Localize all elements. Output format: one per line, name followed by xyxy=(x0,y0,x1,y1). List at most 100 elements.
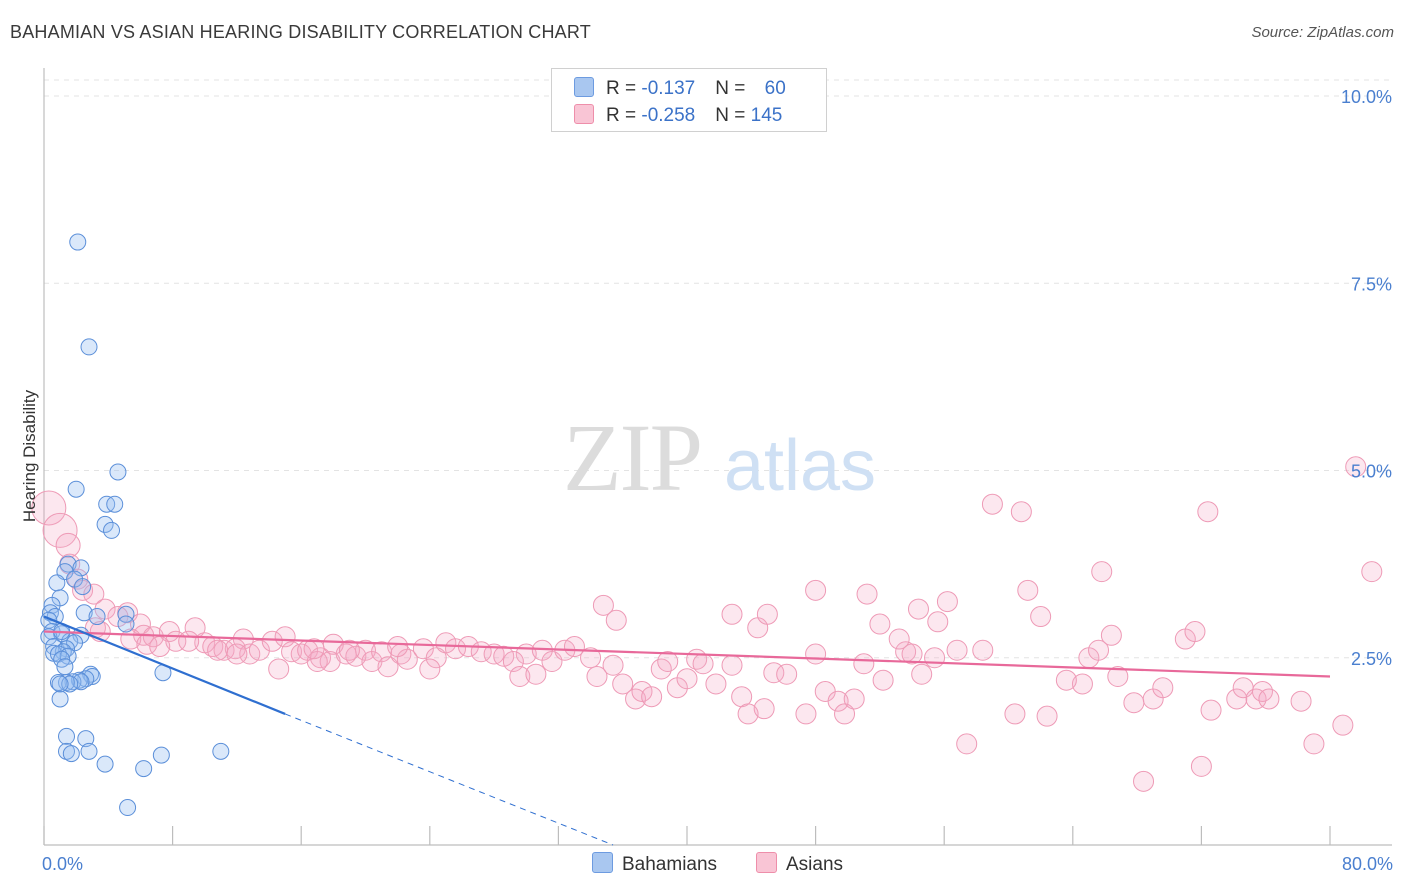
asians-trend-line xyxy=(43,630,1331,678)
asian-point xyxy=(1010,501,1032,523)
bottom-legend-bahamians: Bahamians xyxy=(592,852,717,876)
bahamian-point xyxy=(72,673,90,691)
asian-point xyxy=(1133,770,1155,792)
asian-point xyxy=(721,603,743,625)
bahamian-point xyxy=(62,745,80,763)
bahamian-point xyxy=(106,495,124,513)
asians-swatch xyxy=(756,852,777,873)
asian-point xyxy=(676,668,698,690)
asian-point xyxy=(1197,501,1219,523)
asian-point xyxy=(936,591,958,613)
asian-point xyxy=(946,639,968,661)
asian-point xyxy=(872,669,894,691)
asian-point xyxy=(509,665,531,687)
asian-point xyxy=(795,703,817,725)
watermark: ZIP atlas xyxy=(563,404,876,511)
asian-point xyxy=(827,690,849,712)
legend-n-value: 60 xyxy=(764,78,786,99)
asian-point xyxy=(1184,621,1206,643)
bahamians-swatch xyxy=(574,77,594,97)
asian-point xyxy=(1055,669,1077,691)
legend-n-label: N = xyxy=(715,78,751,99)
asian-point xyxy=(853,653,875,675)
bahamians-points xyxy=(40,233,230,817)
bahamian-point xyxy=(83,667,101,685)
asian-point xyxy=(580,647,602,669)
asian-point xyxy=(1091,561,1113,583)
asian-point xyxy=(55,532,81,558)
asian-point xyxy=(178,630,200,652)
bahamian-point xyxy=(51,675,69,693)
asian-point xyxy=(1303,733,1325,755)
asian-point xyxy=(425,647,447,669)
bottom-legend-asians: Asians xyxy=(756,852,843,876)
asian-point xyxy=(612,673,634,695)
asian-point xyxy=(1258,688,1280,710)
asian-point xyxy=(493,645,515,667)
asian-point xyxy=(338,639,360,661)
asian-point xyxy=(261,630,283,652)
asian-point xyxy=(657,650,679,672)
asian-point xyxy=(756,603,778,625)
y-tick-label: 5.0% xyxy=(1351,462,1392,482)
bottom-legend-label: Bahamians xyxy=(622,854,718,875)
asian-point xyxy=(1036,705,1058,727)
bahamian-point xyxy=(75,604,93,622)
bahamian-point xyxy=(56,658,74,676)
y-tick-label: 2.5% xyxy=(1351,649,1392,669)
bahamian-point xyxy=(135,760,153,778)
bahamian-point xyxy=(88,608,106,626)
source-label: Source: ZipAtlas.com xyxy=(1251,24,1394,41)
trend-lines xyxy=(43,615,1331,846)
bahamian-point xyxy=(77,730,95,748)
asian-point xyxy=(586,665,608,687)
asian-point xyxy=(1361,561,1383,583)
asian-point xyxy=(981,493,1003,515)
asian-point xyxy=(911,663,933,685)
legend-r-value: -0.137 xyxy=(641,78,696,99)
asian-point xyxy=(641,686,663,708)
bahamian-point xyxy=(74,578,92,596)
bahamian-point xyxy=(80,742,98,760)
asian-point xyxy=(592,594,614,616)
bahamian-point xyxy=(96,515,114,533)
asian-point xyxy=(355,639,376,661)
asian-point xyxy=(1100,624,1122,646)
bahamian-point xyxy=(117,605,135,623)
legend-n-value: 145 xyxy=(750,105,783,126)
axes xyxy=(43,68,1392,846)
x-tick-label: 0.0% xyxy=(42,854,83,874)
x-tick-label: 80.0% xyxy=(1342,854,1393,874)
bahamians-trend-extension xyxy=(284,713,614,846)
asian-point xyxy=(869,613,891,635)
asian-point xyxy=(692,653,714,675)
asian-point xyxy=(1190,755,1212,777)
asians-swatch xyxy=(574,104,594,124)
bahamian-point xyxy=(69,233,87,251)
asian-point xyxy=(924,647,946,669)
asian-point xyxy=(776,663,798,685)
asian-point xyxy=(1123,692,1145,714)
asian-point xyxy=(268,658,290,680)
watermark-zip: ZIP xyxy=(563,404,701,511)
y-tick-label: 10.0% xyxy=(1341,87,1392,107)
asian-point xyxy=(1088,639,1110,661)
asian-point xyxy=(563,636,585,658)
asian-point xyxy=(1345,456,1367,478)
asian-point xyxy=(1200,699,1222,721)
bahamian-point xyxy=(119,799,137,817)
legend-r-label: R = xyxy=(606,105,642,126)
bahamian-point xyxy=(67,480,85,498)
bahamian-point xyxy=(58,727,76,745)
asian-point xyxy=(753,698,775,720)
bahamian-point xyxy=(48,574,66,592)
asian-point xyxy=(1004,703,1026,725)
legend-row-asians: R = -0.258 N = 145 xyxy=(574,104,782,128)
legend-r-label: R = xyxy=(606,78,642,99)
asian-point xyxy=(377,656,399,678)
asian-point xyxy=(605,609,627,631)
bahamian-point xyxy=(77,670,95,688)
asian-point xyxy=(1290,690,1312,712)
bahamian-point xyxy=(96,755,114,773)
asian-point xyxy=(1152,677,1174,699)
